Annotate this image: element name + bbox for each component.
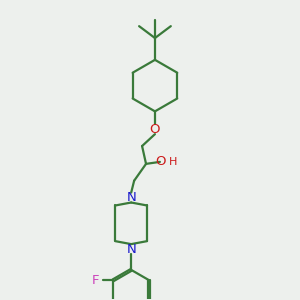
Text: O: O bbox=[150, 123, 160, 136]
Text: O: O bbox=[156, 155, 166, 168]
Text: F: F bbox=[92, 274, 99, 287]
Text: N: N bbox=[126, 191, 136, 204]
Text: N: N bbox=[126, 243, 136, 256]
Text: H: H bbox=[169, 157, 177, 167]
